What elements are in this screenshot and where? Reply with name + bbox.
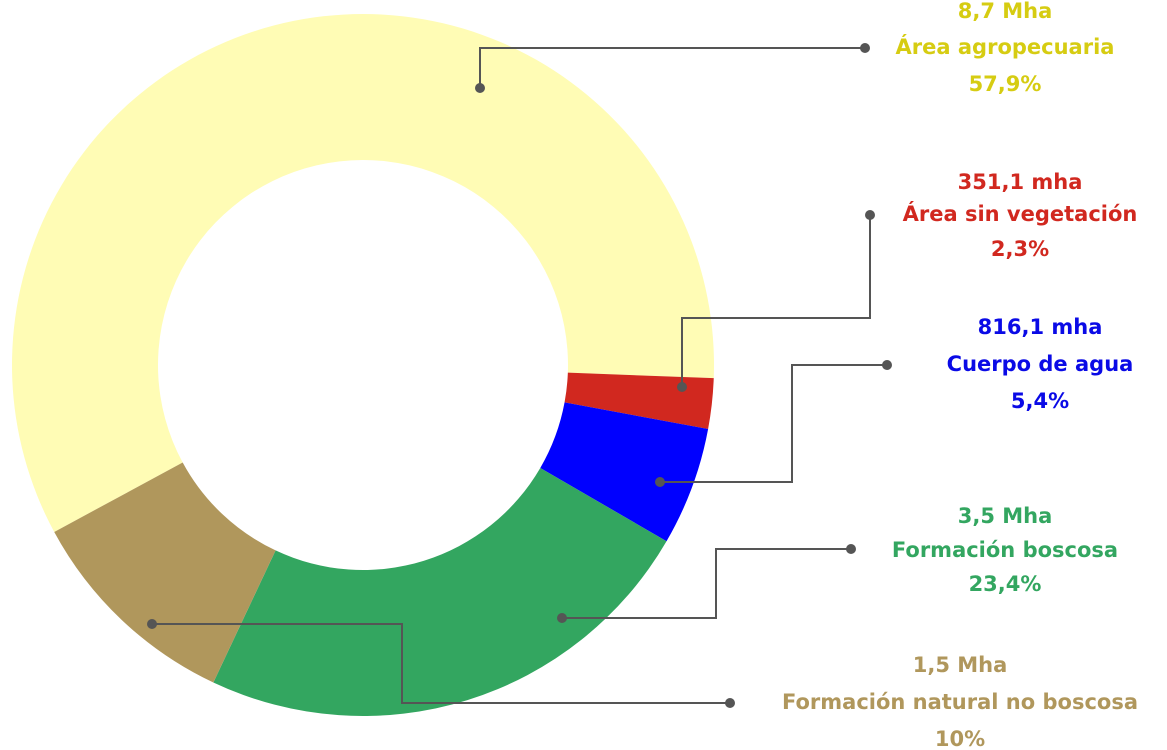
leader-dot [725, 698, 735, 708]
leader-dot [677, 382, 687, 392]
donut-segment [12, 13, 715, 532]
value-label: 57,9% [969, 72, 1042, 96]
leader-dot [147, 619, 157, 629]
area-label: 8,7 Mha [958, 0, 1053, 23]
donut-segment [213, 467, 667, 716]
leader-dot [865, 210, 875, 220]
leader-dot [475, 83, 485, 93]
leader-dot [655, 477, 665, 487]
leader-dot [882, 360, 892, 370]
category-label: Cuerpo de agua [947, 352, 1134, 376]
leader-line [479, 47, 865, 88]
category-label: Área sin vegetación [903, 201, 1138, 226]
leader-dot [846, 544, 856, 554]
area-label: 3,5 Mha [958, 504, 1053, 528]
donut-segment [540, 402, 709, 542]
leader-line [681, 215, 871, 387]
area-label: 351,1 mha [958, 170, 1083, 194]
value-label: 10% [935, 727, 985, 750]
leader-line [562, 548, 851, 619]
category-label: Formación boscosa [892, 538, 1118, 562]
leader-line [152, 623, 730, 704]
leader-line [660, 364, 887, 483]
donut-segment [564, 372, 714, 430]
leader-dot [557, 613, 567, 623]
donut-segment [54, 462, 276, 683]
area-label: 1,5 Mha [913, 653, 1008, 677]
value-label: 23,4% [969, 572, 1042, 596]
leader-dot [860, 43, 870, 53]
category-label: Formación natural no boscosa [782, 690, 1138, 714]
area-label: 816,1 mha [978, 315, 1103, 339]
value-label: 2,3% [991, 237, 1049, 261]
category-label: Área agropecuaria [896, 34, 1115, 59]
value-label: 5,4% [1011, 389, 1069, 413]
